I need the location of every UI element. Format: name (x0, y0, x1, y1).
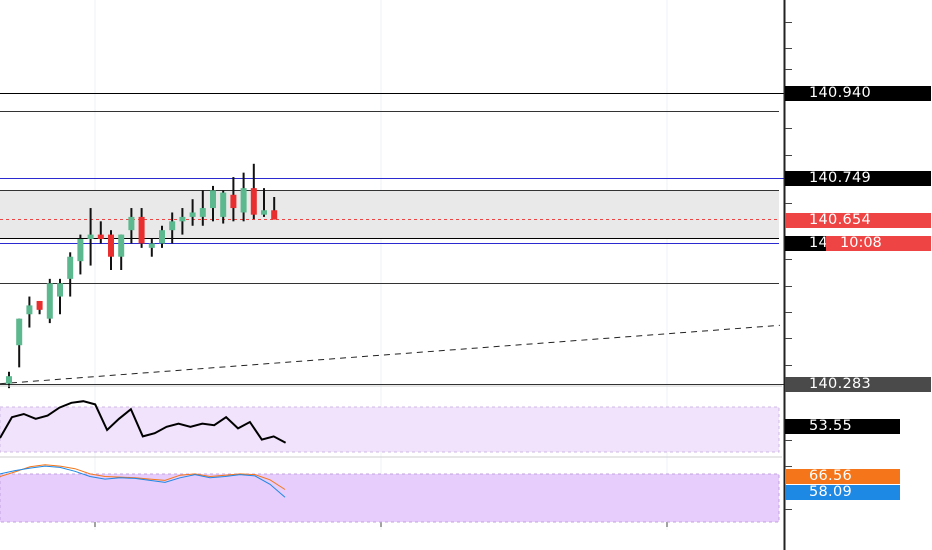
candle-body (210, 190, 216, 209)
candle-body (36, 300, 43, 310)
candle-body (230, 194, 237, 209)
candle-body (77, 239, 84, 262)
candle-body (46, 283, 53, 319)
dashed-trendline[interactable] (0, 324, 781, 385)
candle-body (159, 230, 165, 244)
stoch-d-line (0, 465, 286, 498)
price-tag-140940: 140.940 (785, 86, 931, 101)
stoch-k-line (0, 464, 286, 490)
candle-body (118, 234, 125, 257)
price-zone (0, 190, 779, 239)
candle-body (26, 305, 33, 315)
candle-body (108, 234, 114, 257)
candle-body (128, 216, 135, 231)
candle-body (138, 216, 145, 244)
rsi-line (0, 400, 287, 444)
candle-body (16, 318, 23, 346)
rsi-value-tag: 53.55 (785, 419, 900, 434)
candle-body (148, 243, 155, 248)
candle-body (87, 234, 94, 240)
price-tag-current: 140.654 (785, 213, 931, 228)
candle-body (169, 221, 176, 231)
candle-body (220, 192, 227, 217)
candle-body (57, 283, 63, 297)
candle-body (97, 234, 104, 240)
candle-body (271, 210, 278, 220)
price-tag-140749: 140.749 (785, 171, 931, 186)
candle-body (261, 210, 267, 215)
candle-body (6, 376, 12, 384)
candle-body (189, 212, 196, 217)
stoch-d-value-tag: 58.09 (785, 485, 900, 500)
rsi-band (0, 406, 780, 453)
stoch-band (0, 473, 780, 523)
price-tag-140283: 140.283 (785, 377, 931, 392)
candle-body (240, 188, 247, 213)
candles (6, 163, 278, 389)
horizontal-levels (0, 93, 785, 385)
candle-body (199, 208, 206, 217)
candle-body (179, 216, 186, 222)
candle-body (250, 188, 257, 215)
candle-countdown: 10:08 (826, 236, 931, 251)
candle-body (67, 256, 74, 279)
stoch-k-value-tag: 66.56 (785, 469, 900, 484)
